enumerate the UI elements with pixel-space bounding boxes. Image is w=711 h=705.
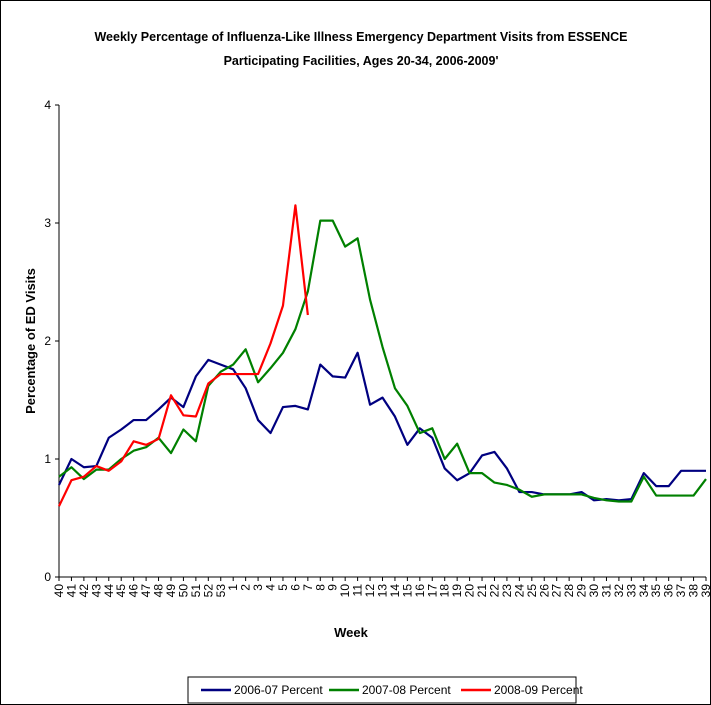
x-tick-label: 39 bbox=[699, 584, 710, 598]
y-axis-ticks: 0 1 2 3 4 bbox=[44, 98, 59, 584]
x-tick-label: 23 bbox=[500, 584, 514, 598]
x-tick-label: 44 bbox=[102, 584, 116, 598]
x-tick-label: 38 bbox=[687, 584, 701, 598]
x-tick-label: 26 bbox=[537, 584, 551, 598]
series-line-3 bbox=[58, 204, 309, 507]
x-tick-label: 37 bbox=[674, 584, 688, 598]
x-tick-label: 25 bbox=[525, 584, 539, 598]
legend-label-3: 2008-09 Percent bbox=[494, 683, 583, 697]
y-tick-label: 2 bbox=[44, 334, 51, 348]
x-tick-label: 13 bbox=[376, 584, 390, 598]
x-tick-label: 9 bbox=[326, 584, 340, 591]
series-lines bbox=[58, 204, 707, 507]
x-tick-label: 20 bbox=[463, 584, 477, 598]
x-tick-label: 18 bbox=[438, 584, 452, 598]
x-tick-label: 1 bbox=[226, 584, 240, 591]
x-tick-label: 40 bbox=[52, 584, 66, 598]
x-tick-label: 4 bbox=[264, 584, 278, 591]
x-tick-label: 29 bbox=[575, 584, 589, 598]
x-tick-label: 27 bbox=[550, 584, 564, 598]
chart-title-line-1: Weekly Percentage of Influenza-Like Illn… bbox=[94, 30, 627, 44]
x-tick-label: 30 bbox=[587, 584, 601, 598]
x-tick-label: 43 bbox=[89, 584, 103, 598]
x-tick-label: 17 bbox=[425, 584, 439, 598]
chart-title-line-2: Participating Facilities, Ages 20-34, 20… bbox=[224, 54, 499, 68]
x-tick-label: 48 bbox=[152, 584, 166, 598]
x-tick-label: 51 bbox=[189, 584, 203, 598]
series-line-2 bbox=[58, 219, 707, 503]
x-tick-label: 5 bbox=[276, 584, 290, 591]
x-tick-label: 42 bbox=[77, 584, 91, 598]
x-tick-label: 33 bbox=[624, 584, 638, 598]
x-tick-label: 28 bbox=[562, 584, 576, 598]
y-tick-label: 3 bbox=[44, 216, 51, 230]
x-tick-label: 53 bbox=[214, 584, 228, 598]
x-tick-label: 12 bbox=[363, 584, 377, 598]
x-axis-ticks: 4041424344454647484950515253123456789101… bbox=[52, 577, 710, 597]
plot-area bbox=[58, 105, 706, 578]
x-tick-label: 21 bbox=[475, 584, 489, 598]
x-tick-label: 34 bbox=[637, 584, 651, 598]
x-tick-label: 41 bbox=[64, 584, 78, 598]
x-tick-label: 47 bbox=[139, 584, 153, 598]
x-tick-label: 52 bbox=[201, 584, 215, 598]
x-tick-label: 8 bbox=[313, 584, 327, 591]
legend-label-1: 2006-07 Percent bbox=[234, 683, 323, 697]
legend-box bbox=[187, 676, 577, 704]
x-tick-label: 50 bbox=[176, 584, 190, 598]
x-tick-label: 46 bbox=[127, 584, 141, 598]
x-tick-label: 45 bbox=[114, 584, 128, 598]
x-tick-label: 7 bbox=[301, 584, 315, 591]
x-axis-label: Week bbox=[334, 625, 368, 640]
x-tick-label: 24 bbox=[512, 584, 526, 598]
x-tick-label: 3 bbox=[251, 584, 265, 591]
x-tick-label: 36 bbox=[662, 584, 676, 598]
legend: 2006-07 Percent 2007-08 Percent 2008-09 Pe… bbox=[201, 683, 583, 697]
x-tick-label: 19 bbox=[450, 584, 464, 598]
x-tick-label: 49 bbox=[164, 584, 178, 598]
x-tick-label: 16 bbox=[413, 584, 427, 598]
x-tick-label: 2 bbox=[239, 584, 253, 591]
x-tick-label: 22 bbox=[487, 584, 501, 598]
x-tick-label: 31 bbox=[599, 584, 613, 598]
series-line-1 bbox=[58, 351, 706, 502]
x-tick-label: 15 bbox=[400, 584, 414, 598]
x-tick-label: 10 bbox=[338, 584, 352, 598]
y-tick-label: 1 bbox=[44, 452, 51, 466]
x-tick-label: 35 bbox=[649, 584, 663, 598]
y-tick-label: 4 bbox=[44, 98, 51, 112]
y-tick-label: 0 bbox=[44, 570, 51, 584]
x-tick-label: 11 bbox=[351, 584, 365, 597]
legend-label-2: 2007-08 Percent bbox=[362, 683, 451, 697]
y-axis-label: Percentage of ED Visits bbox=[23, 268, 38, 414]
x-tick-label: 32 bbox=[612, 584, 626, 598]
x-tick-label: 6 bbox=[288, 584, 302, 591]
x-tick-label: 14 bbox=[388, 584, 402, 598]
